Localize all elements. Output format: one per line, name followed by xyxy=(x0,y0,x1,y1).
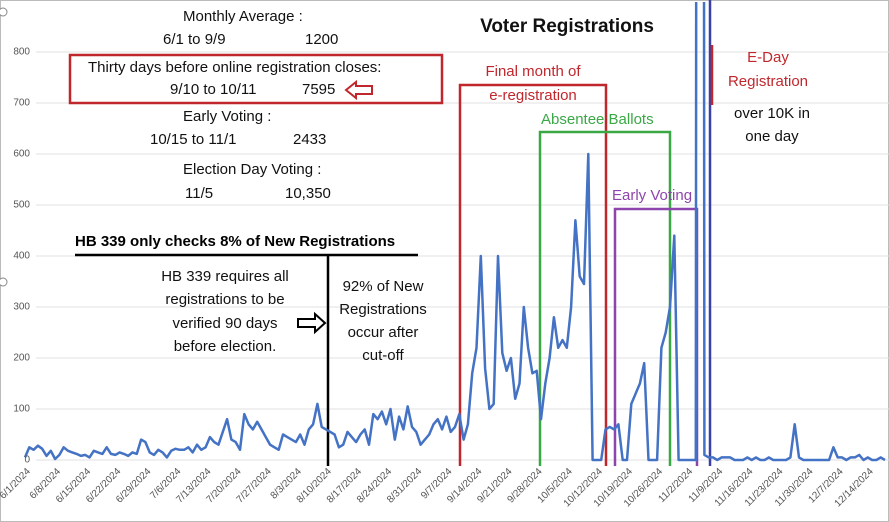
annotation: occur after xyxy=(348,324,419,341)
annotation: 9/10 to 10/11 xyxy=(170,81,256,98)
annotation: Registration xyxy=(728,73,808,90)
annotation: Early Voting : xyxy=(183,108,271,125)
annotation: E-Day xyxy=(747,49,789,66)
annotation: registrations to be xyxy=(165,291,284,308)
y-tick-label: 100 xyxy=(13,404,30,415)
y-tick-label: 0 xyxy=(24,455,30,466)
y-tick-label: 300 xyxy=(13,302,30,313)
x-tick-label: 6/1/2024 xyxy=(0,466,33,502)
annotation: cut-off xyxy=(362,347,404,364)
annotation: 2433 xyxy=(293,131,326,148)
annotation: HB 339 only checks 8% of New Registratio… xyxy=(75,233,395,250)
annotation: Registrations xyxy=(339,301,427,318)
annotation: 7595 xyxy=(302,81,335,98)
annotation: Early Voting xyxy=(612,187,692,204)
handle xyxy=(0,7,8,17)
annotation: before election. xyxy=(174,338,277,355)
annotation: 11/5 xyxy=(185,185,213,202)
annotation: 10,350 xyxy=(285,185,331,202)
y-tick-label: 500 xyxy=(13,200,30,211)
arrow xyxy=(297,311,327,335)
annotation: Absentee Ballots xyxy=(541,111,654,128)
y-tick-label: 800 xyxy=(13,47,30,58)
y-tick-label: 600 xyxy=(13,149,30,160)
annotation: 6/1 to 9/9 xyxy=(163,31,226,48)
annotation: over 10K in xyxy=(734,105,810,122)
data-line xyxy=(23,2,886,462)
annotation: 10/15 to 11/1 xyxy=(150,131,236,148)
annotation: e-registration xyxy=(489,87,577,104)
y-tick-label: 200 xyxy=(13,353,30,364)
highlight-box xyxy=(68,53,444,105)
arrow xyxy=(344,79,373,101)
annotation: 92% of New xyxy=(343,278,424,295)
annotation: HB 339 requires all xyxy=(161,268,289,285)
annotation: 1200 xyxy=(305,31,338,48)
bracket xyxy=(458,83,608,466)
annotation: one day xyxy=(745,128,799,145)
annotation: verified 90 days xyxy=(172,315,277,332)
annotation: Monthly Average : xyxy=(183,8,303,25)
y-tick-label: 700 xyxy=(13,98,30,109)
annotation: Thirty days before online registration c… xyxy=(88,59,381,76)
annotation: Election Day Voting : xyxy=(183,161,321,178)
handle xyxy=(0,277,8,287)
bracket xyxy=(613,207,699,466)
annotation: Final month of xyxy=(485,63,581,80)
chart-title: Voter Registrations xyxy=(480,16,654,37)
y-tick-label: 400 xyxy=(13,251,30,262)
